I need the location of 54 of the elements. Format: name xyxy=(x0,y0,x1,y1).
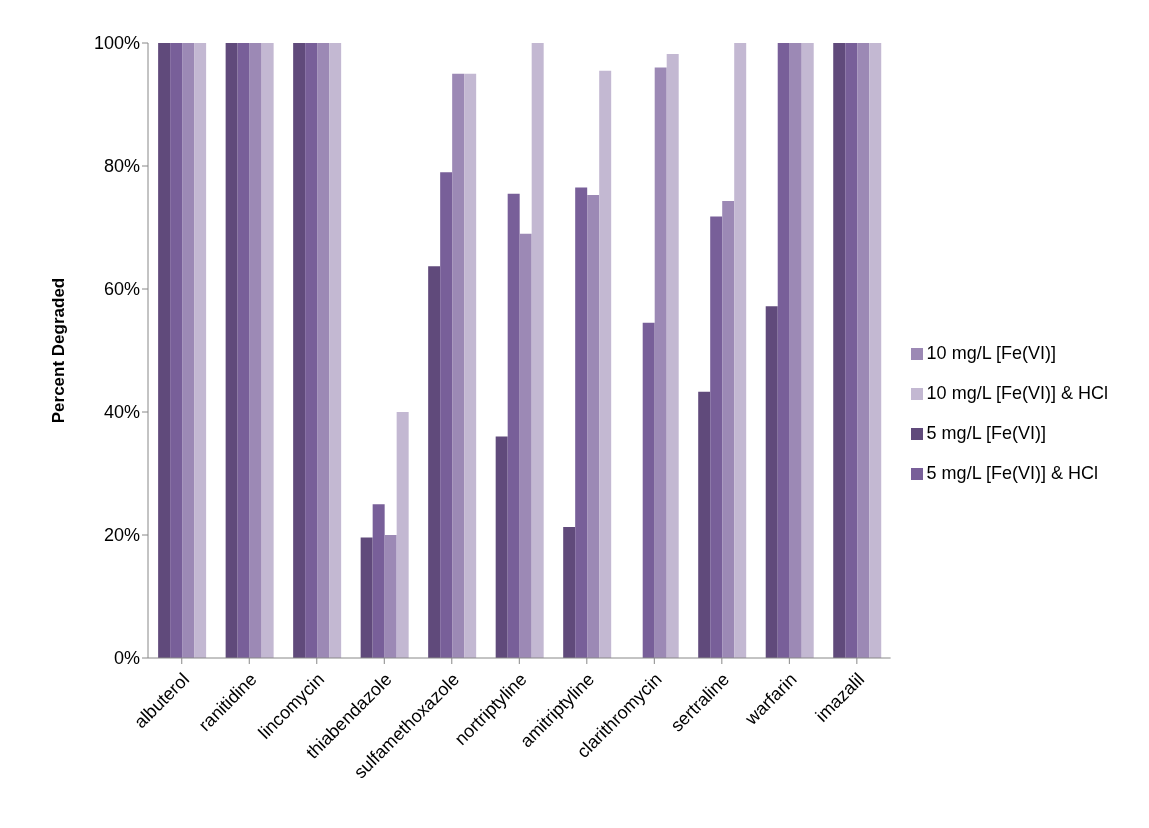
bar xyxy=(360,537,373,658)
legend-label: 5 mg/L [Fe(VI)] xyxy=(926,423,1046,443)
bar xyxy=(698,391,711,658)
bar xyxy=(654,67,667,658)
bar xyxy=(710,216,723,658)
bar xyxy=(642,322,655,658)
y-tick-label: 0% xyxy=(113,648,140,669)
bar xyxy=(734,43,747,658)
bar xyxy=(428,266,441,658)
bar xyxy=(563,527,576,658)
bar xyxy=(237,43,250,658)
legend-label: 10 mg/L [Fe(VI)] & HCl xyxy=(926,383,1108,403)
y-tick-label: 60% xyxy=(103,279,140,300)
legend-label: 5 mg/L [Fe(VI)] & HCl xyxy=(926,463,1098,483)
bar xyxy=(329,43,342,658)
bar xyxy=(765,306,778,658)
bar xyxy=(194,43,207,658)
legend-label: 10 mg/L [Fe(VI)] xyxy=(926,343,1056,363)
y-tick-label: 40% xyxy=(103,402,140,423)
y-tick-label: 20% xyxy=(103,525,140,546)
bar xyxy=(452,73,465,658)
bar xyxy=(801,43,814,658)
y-tick-label: 80% xyxy=(103,156,140,177)
bar xyxy=(587,194,600,658)
bar xyxy=(464,73,477,658)
bar xyxy=(857,43,870,658)
bar xyxy=(305,43,318,658)
bar xyxy=(317,43,330,658)
bar xyxy=(869,43,882,658)
bar xyxy=(777,43,790,658)
bar xyxy=(182,43,195,658)
bar xyxy=(845,43,858,658)
bar xyxy=(440,172,453,658)
bar xyxy=(599,70,612,658)
bar xyxy=(519,233,532,658)
y-tick-label: 100% xyxy=(93,33,140,54)
bar xyxy=(507,193,520,658)
bar xyxy=(372,504,385,658)
bar xyxy=(261,43,274,658)
bar xyxy=(158,43,171,658)
bar xyxy=(293,43,306,658)
bar xyxy=(384,535,397,658)
bar xyxy=(666,54,679,658)
bar xyxy=(531,43,544,658)
bar xyxy=(225,43,238,658)
bar xyxy=(789,43,802,658)
y-axis-title: Percent Degraded xyxy=(49,277,69,424)
bar xyxy=(833,43,846,658)
bar xyxy=(249,43,262,658)
bar xyxy=(722,201,735,658)
bar xyxy=(170,43,183,658)
bar xyxy=(495,436,508,658)
bar xyxy=(396,412,409,658)
bar xyxy=(575,187,588,658)
